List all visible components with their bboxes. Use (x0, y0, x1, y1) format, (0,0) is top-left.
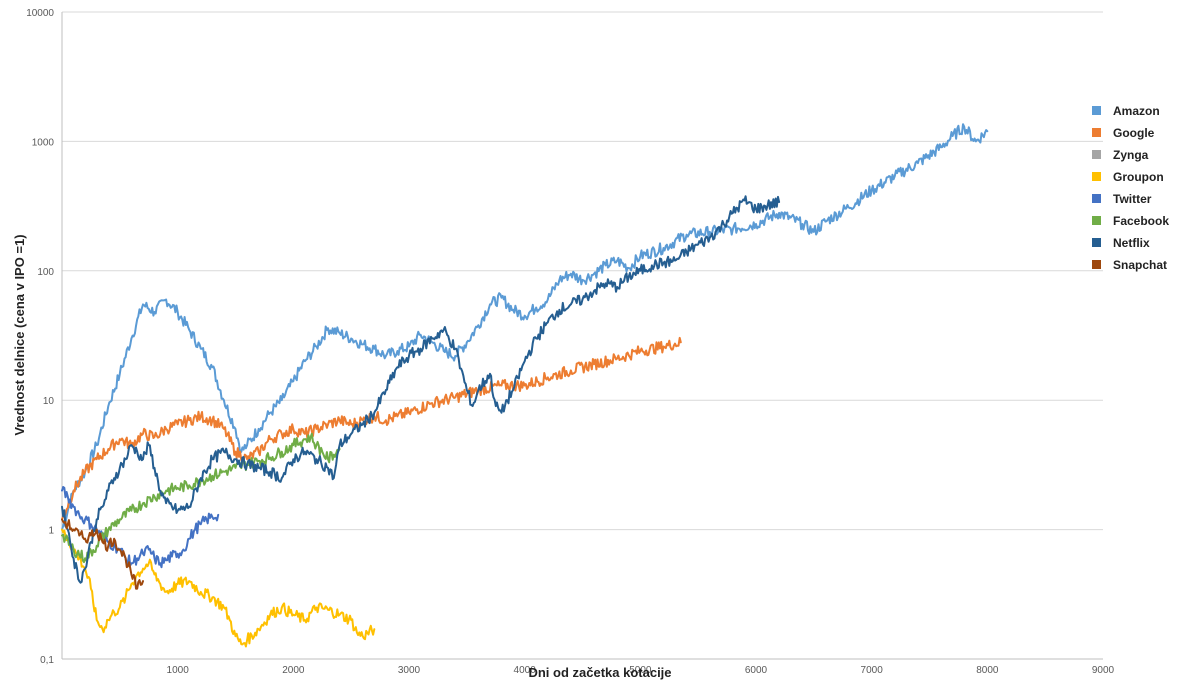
legend-swatch-google (1092, 128, 1101, 137)
x-tick-label: 3000 (398, 665, 421, 676)
legend-label-groupon: Groupon (1113, 170, 1164, 184)
legend-label-google: Google (1113, 126, 1155, 140)
legend-swatch-groupon (1092, 172, 1101, 181)
series-line-amazon (61, 123, 989, 531)
legend-swatch-netflix (1092, 238, 1101, 247)
series-line-snapchat (61, 518, 144, 590)
legend-swatch-snapchat (1092, 260, 1101, 269)
y-tick-label: 10 (43, 396, 55, 407)
y-tick-label: 0,1 (40, 655, 54, 666)
y-tick-label: 100 (37, 267, 54, 278)
legend-swatch-zynga (1092, 150, 1101, 159)
x-tick-label: 9000 (1092, 665, 1115, 676)
series-line-twitter (61, 486, 220, 569)
legend: Amazon Google Zynga Groupon Twitter Facebook N… (1092, 104, 1169, 272)
x-tick-label: 7000 (861, 665, 884, 676)
x-axis-title: Dni od začetka kotacije (528, 665, 671, 680)
x-tick-label: 1000 (167, 665, 190, 676)
grid (62, 11, 1103, 660)
legend-label-amazon: Amazon (1113, 104, 1160, 118)
axes: 0,1 1 10 100 1000 10000 1000 2000 3000 4000 5000 60… (26, 8, 1114, 676)
legend-label-zynga: Zynga (1113, 148, 1149, 162)
y-tick-label: 1 (48, 526, 54, 537)
series-line-groupon (61, 528, 376, 648)
series-line-netflix (61, 195, 781, 584)
y-tick-label: 1000 (32, 137, 55, 148)
x-tick-label: 2000 (282, 665, 305, 676)
legend-label-snapchat: Snapchat (1113, 258, 1167, 272)
legend-label-facebook: Facebook (1113, 214, 1169, 228)
plot-area (61, 123, 989, 648)
x-tick-label: 8000 (976, 665, 999, 676)
x-tick-label: 6000 (745, 665, 768, 676)
legend-swatch-twitter (1092, 194, 1101, 203)
y-tick-label: 10000 (26, 8, 54, 19)
legend-label-twitter: Twitter (1113, 192, 1152, 206)
x-tick-label: 5000 (629, 665, 652, 676)
y-axis-title: Vrednost delnice (cena v IPO =1) (12, 234, 27, 435)
legend-swatch-amazon (1092, 106, 1101, 115)
x-tick-label: 4000 (514, 665, 537, 676)
legend-label-netflix: Netflix (1113, 236, 1150, 250)
series-line-google (61, 336, 682, 521)
legend-swatch-facebook (1092, 216, 1101, 225)
